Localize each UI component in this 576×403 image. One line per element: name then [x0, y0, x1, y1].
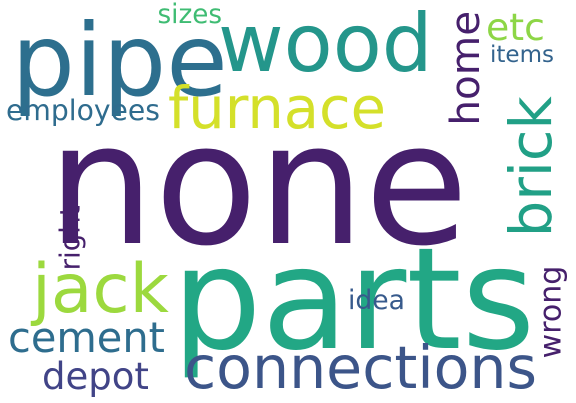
- word-idea: idea: [348, 284, 405, 316]
- word-etc: etc: [486, 5, 545, 49]
- word-wood: wood: [218, 0, 433, 90]
- word-depot: depot: [42, 355, 149, 398]
- word-none: none: [47, 86, 469, 283]
- word-brick: brick: [497, 96, 565, 238]
- word-cement: cement: [8, 312, 165, 362]
- word-connections: connections: [184, 334, 537, 402]
- word-employees: employees: [6, 94, 160, 127]
- word-furnace: furnace: [168, 74, 387, 142]
- word-wrong: wrong: [532, 265, 568, 359]
- word-sizes: sizes: [157, 0, 223, 30]
- word-jack: jack: [32, 249, 169, 328]
- word-home: home: [441, 10, 490, 126]
- word-pipe: pipe: [11, 2, 228, 119]
- word-parts: parts: [172, 217, 536, 382]
- word-items: items: [490, 41, 554, 68]
- word-right: right: [53, 204, 87, 270]
